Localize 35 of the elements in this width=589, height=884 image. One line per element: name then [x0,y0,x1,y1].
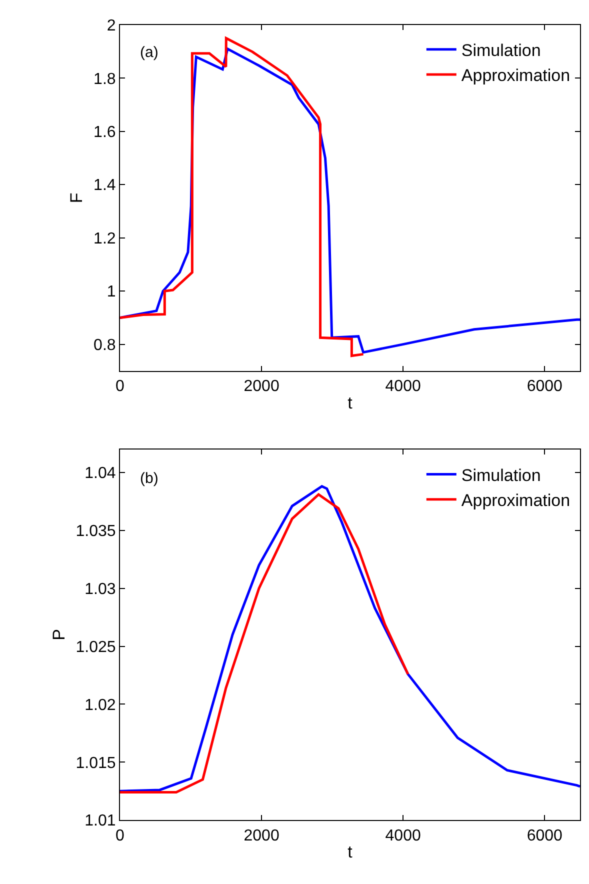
y-tick-label: 1.025 [76,638,116,656]
y-axis-title: P [49,629,68,640]
x-tick-label: 6000 [526,827,563,844]
y-tick-label: 2 [106,18,116,35]
x-tick-label: 0 [116,378,125,396]
x-tick-label: 2000 [244,378,280,396]
annotation: (b) [140,470,158,487]
y-tick-label: 1.02 [84,696,116,714]
y-tick-label: 1.04 [84,465,116,482]
line-series [120,485,580,792]
annotation: (a) [140,44,158,61]
x-tick-label: 6000 [526,378,563,396]
legend-label: Simulation [461,41,541,60]
legend-label: Approximation [461,66,570,86]
y-tick-label: 1.4 [94,177,116,194]
x-tick-label: 0 [116,827,125,844]
x-axis-title: t [348,842,353,862]
legend-label: Simulation [461,466,541,485]
x-axis-title: t [348,394,353,413]
y-axis-title: F [67,192,86,204]
line-series [120,493,410,794]
y-tick-label: 1 [106,284,116,301]
x-tick-label: 2000 [244,827,280,844]
x-tick-label: 4000 [385,378,421,396]
y-tick-label: 0.8 [94,336,116,354]
y-tick-label: 1.2 [94,230,116,248]
y-tick-label: 1.6 [94,124,116,141]
y-tick-label: 1.035 [76,523,116,540]
legend-label: Approximation [461,490,570,510]
x-tick-label: 4000 [385,827,421,844]
y-tick-label: 1.01 [84,812,116,830]
y-tick-label: 1.015 [76,754,116,772]
line-series [120,36,365,358]
y-tick-label: 1.8 [94,70,116,88]
y-tick-label: 1.03 [84,580,116,598]
